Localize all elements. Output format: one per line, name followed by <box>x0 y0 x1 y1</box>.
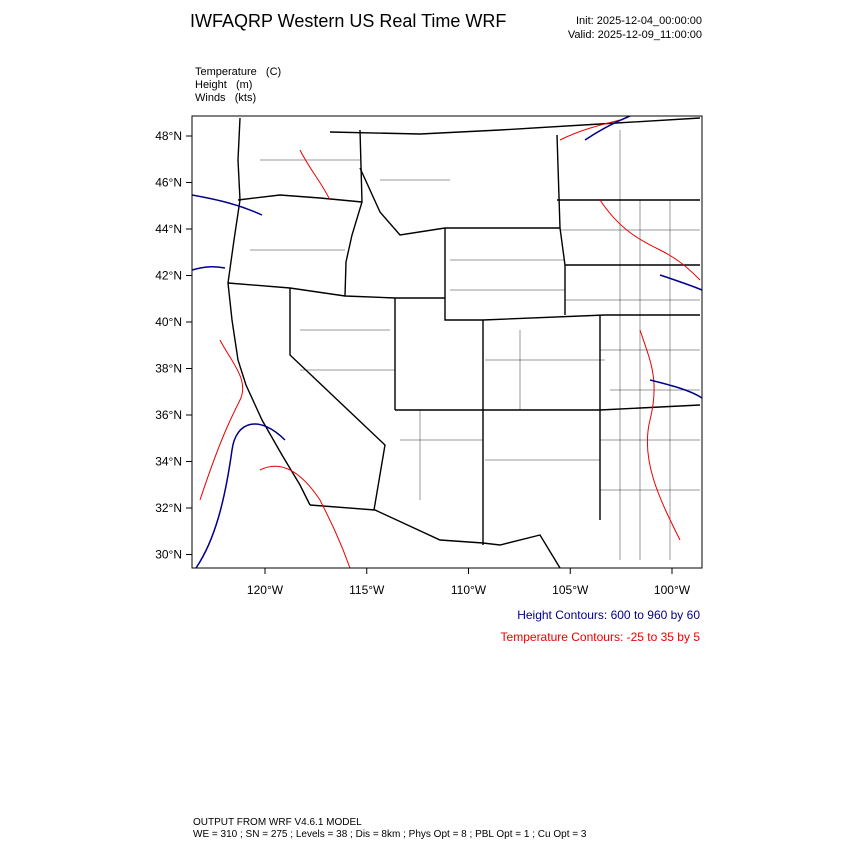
title: IWFAQRP Western US Real Time WRF <box>190 11 506 31</box>
legend-line: Winds (kts) <box>195 92 256 104</box>
lat-label: 40°N <box>155 315 182 329</box>
lat-label: 30°N <box>155 548 182 562</box>
footer-model: OUTPUT FROM WRF V4.6.1 MODEL <box>193 817 362 828</box>
lat-label: 32°N <box>155 501 182 515</box>
legend: Temperature (C)Height (m)Winds (kts) <box>195 66 281 104</box>
footer-settings: WE = 310 ; SN = 275 ; Levels = 38 ; Dis … <box>193 829 587 840</box>
map: 48°N 46°N 44°N 42°N 40°N 38°N 36°N 34°N 32°N 30°N… <box>155 115 703 597</box>
lon-label: 115°W <box>349 583 385 597</box>
lon-label: 105°W <box>552 583 589 597</box>
temperature-contour-info: Temperature Contours: -25 to 35 by 5 <box>501 630 701 644</box>
temperature-contours <box>199 119 701 568</box>
legend-line: Height (m) <box>195 79 252 91</box>
lat-label: 44°N <box>155 222 182 236</box>
lat-label: 42°N <box>155 269 182 283</box>
county-lines <box>250 130 700 560</box>
map-frame <box>191 115 703 569</box>
lat-label: 34°N <box>155 455 182 469</box>
height-contours <box>192 116 702 568</box>
lon-label: 110°W <box>451 583 487 597</box>
state-borders <box>227 117 701 568</box>
lat-label: 36°N <box>155 408 182 422</box>
lat-label: 48°N <box>155 129 182 143</box>
lon-label: 100°W <box>654 583 691 597</box>
map-axes: 48°N 46°N 44°N 42°N 40°N 38°N 36°N 34°N 32°N 30°N… <box>155 129 691 597</box>
lat-label: 46°N <box>155 176 182 190</box>
valid-time: Valid: 2025-12-09_11:00:00 <box>568 29 702 41</box>
lat-label: 38°N <box>155 362 182 376</box>
lon-label: 120°W <box>247 583 284 597</box>
legend-line: Temperature (C) <box>195 66 281 78</box>
height-contour-info: Height Contours: 600 to 960 by 60 <box>517 608 700 622</box>
init-time: Init: 2025-12-04_00:00:00 <box>576 15 702 27</box>
